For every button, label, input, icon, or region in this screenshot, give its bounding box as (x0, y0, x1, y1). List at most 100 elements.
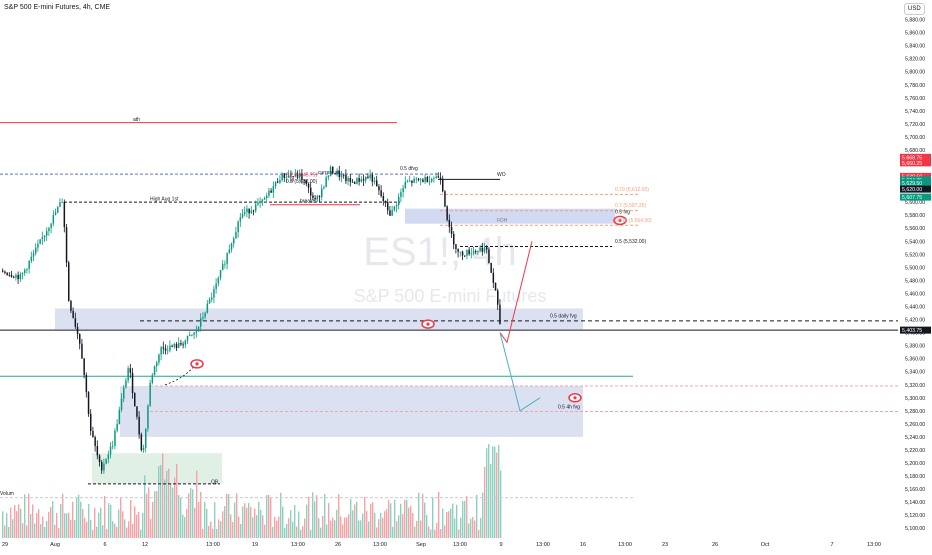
volume-bar (146, 493, 148, 538)
y-tick-label: 5,780.00 (905, 83, 925, 89)
volume-bar (210, 521, 212, 538)
fib-0618-label: 0.618 (5,564.50) (615, 218, 652, 224)
volume-bar (350, 498, 352, 538)
volume-bar (470, 518, 472, 538)
candle-body (202, 316, 204, 319)
candle-body (211, 297, 213, 300)
candle-body (246, 208, 248, 213)
volume-bar (60, 504, 62, 538)
volume-bar (316, 495, 318, 538)
candle-body (74, 318, 77, 327)
candle-body (156, 362, 158, 367)
candle-body (373, 180, 376, 182)
volume-bar (126, 527, 128, 538)
volume-bar (108, 503, 110, 538)
candle-body (96, 446, 99, 456)
candle-body (244, 212, 246, 214)
volume-bar (68, 512, 70, 538)
volume-bar (160, 465, 162, 538)
candle-body (325, 177, 327, 188)
volume-bar (216, 528, 218, 538)
volume-bar (464, 500, 466, 538)
fib-07-small-label: 0.7 (5,645.75) (286, 173, 317, 179)
volume-bar (54, 524, 56, 538)
volume-bar (468, 523, 470, 538)
volume-bar (32, 504, 34, 538)
volume-bar (368, 521, 370, 538)
candle-body (10, 274, 13, 277)
candle-body (250, 210, 253, 214)
candle-body (479, 247, 481, 252)
volume-bar (4, 525, 6, 538)
candle-body (384, 201, 387, 203)
volume-bar (466, 496, 468, 538)
candle-body (134, 393, 136, 407)
y-tick-label: 5,860.00 (905, 31, 925, 37)
volume-bar (220, 521, 222, 538)
fvg-label: 0.5 fvg (615, 210, 630, 216)
candle-body (48, 228, 50, 232)
candle-body (226, 253, 228, 264)
candle-body (41, 237, 44, 240)
candle-body (138, 416, 140, 435)
candle-body (395, 205, 398, 207)
currency-selector[interactable]: USD (904, 3, 925, 15)
daily-fvg-zone (55, 308, 583, 330)
volume-bar (412, 512, 414, 538)
candle-body (116, 423, 118, 431)
volume-bar (336, 509, 338, 538)
volume-bar (400, 503, 402, 538)
volume-bar (362, 513, 364, 538)
volume-bar (398, 515, 400, 538)
candle-body (21, 273, 24, 275)
y-tick-label: 5,740.00 (905, 109, 925, 115)
volume-bar (188, 493, 190, 538)
x-tick-label: 13:00 (867, 542, 881, 548)
candle-body (415, 178, 418, 180)
volume-bar (378, 519, 380, 538)
volume-bar (308, 496, 310, 538)
y-tick-label: 5,260.00 (905, 422, 925, 428)
candle-body (312, 195, 314, 198)
volume-bar (64, 513, 66, 538)
candle-body (307, 184, 310, 188)
candle-body (131, 372, 134, 394)
candle-body (35, 247, 37, 254)
volume-bar (156, 490, 158, 538)
candle-body (321, 188, 323, 198)
candle-body (32, 253, 35, 257)
candle-body (327, 175, 330, 178)
volume-bar (226, 493, 228, 538)
volume-bar (118, 509, 120, 538)
candle-body (79, 334, 81, 344)
y-tick-label: 5,120.00 (905, 513, 925, 519)
volume-bar (486, 448, 488, 538)
candle-body (2, 270, 4, 272)
y-tick-label: 5,380.00 (905, 344, 925, 350)
candle-body (274, 181, 277, 187)
volume-bar (242, 506, 244, 538)
candle-body (8, 274, 11, 276)
volume-bar (424, 502, 426, 538)
volume-bar (344, 517, 346, 538)
candle-body (136, 406, 138, 417)
candle-body (468, 249, 470, 255)
candle-body (296, 173, 299, 178)
candle-body (105, 459, 107, 464)
candle-body (378, 186, 380, 191)
volume-bar (198, 501, 200, 538)
volume-bar (302, 526, 304, 538)
candle-body (169, 345, 171, 351)
candle-body (101, 462, 103, 471)
volume-bar (386, 509, 388, 538)
candle-body (215, 283, 217, 289)
volume-bar (432, 496, 434, 538)
volume-bar (490, 463, 492, 538)
candle-body (230, 243, 233, 250)
candle-body (477, 251, 479, 252)
volume-bar (354, 504, 356, 538)
candle-body (178, 342, 180, 349)
volume-bar (14, 505, 16, 538)
